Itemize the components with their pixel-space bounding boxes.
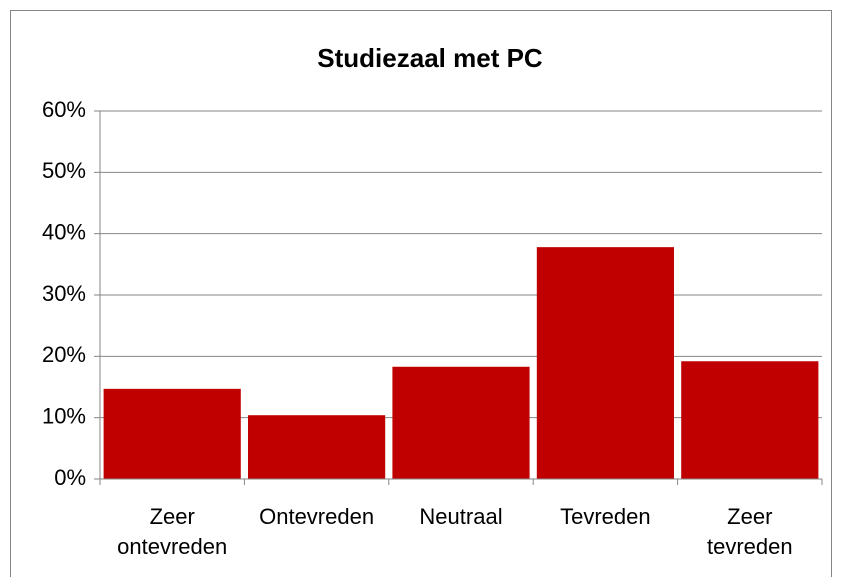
y-tick-label: 50% xyxy=(42,158,86,183)
x-tick-label: Zeer ontevreden xyxy=(117,504,228,559)
chart-border xyxy=(10,10,832,577)
chart-title: Studiezaal met PC xyxy=(317,43,543,73)
x-tick-label: Tevreden xyxy=(560,504,651,529)
bar xyxy=(681,361,819,479)
y-tick-label: 60% xyxy=(42,97,86,122)
y-tick-label: 0% xyxy=(54,465,86,490)
x-tick-label: Ontevreden xyxy=(259,504,375,529)
x-tick-label: Zeer tevreden xyxy=(706,504,793,559)
y-tick-label: 40% xyxy=(42,219,86,244)
x-tick-label: Neutraal xyxy=(419,504,503,529)
y-tick-label: 20% xyxy=(42,342,86,367)
bar xyxy=(248,415,386,479)
y-tick-label: 30% xyxy=(42,281,86,306)
bar xyxy=(103,388,241,479)
y-tick-label: 10% xyxy=(42,403,86,428)
bar xyxy=(536,247,674,479)
bar xyxy=(392,366,530,479)
